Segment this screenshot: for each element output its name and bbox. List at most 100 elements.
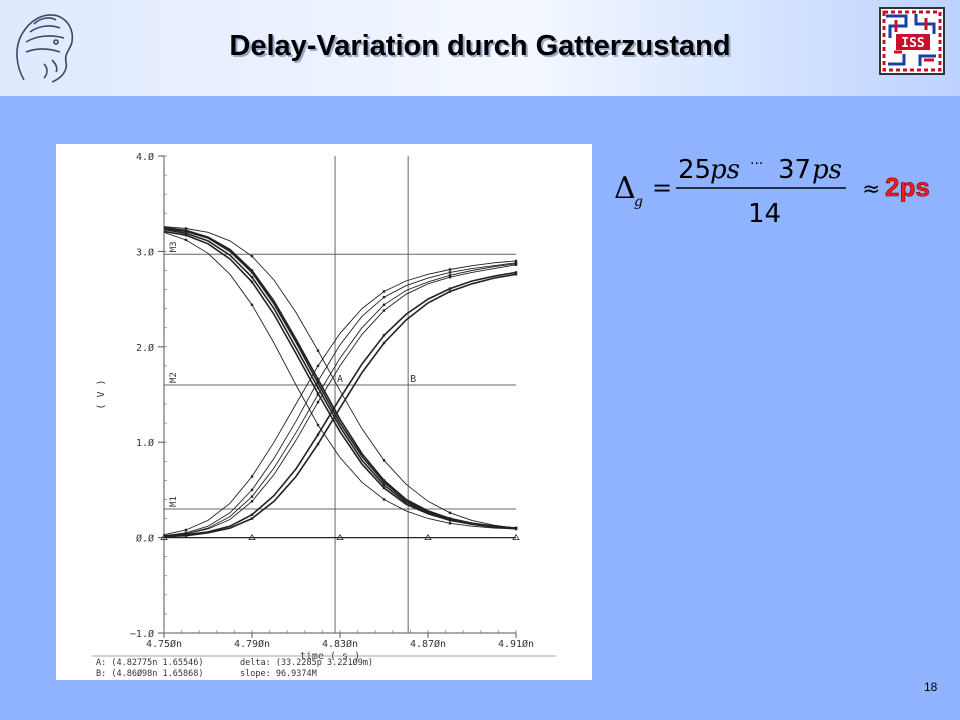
falling-trace-6-point <box>514 526 518 530</box>
waveform-plot: 4.Ø 3.Ø 2.Ø 1.Ø Ø.Ø −1.Ø 4.75Øn 4.79Øn 4.83Øn 4.8… <box>56 144 592 680</box>
rising-trace-6-point <box>514 259 518 263</box>
x-tick-label: 4.83Øn <box>322 638 358 650</box>
readout-slope: slope: 96.9374M <box>240 669 317 679</box>
rising-trace-3-point <box>448 275 452 279</box>
falling-trace-6-point <box>382 459 386 462</box>
y-tick-label: 3.Ø <box>136 246 154 258</box>
rising-trace-6 <box>163 260 517 536</box>
flat-trace-point <box>160 533 168 540</box>
falling-trace-5-point <box>382 498 386 501</box>
falling-trace-6-point <box>316 349 320 352</box>
rising-trace-4-point <box>382 334 386 337</box>
falling-trace-2-point <box>184 232 188 235</box>
falling-trace-3-point <box>184 233 188 237</box>
iss-logo: ISS <box>879 7 945 75</box>
rising-trace-2-point <box>448 274 452 277</box>
rising-trace-1-point <box>382 295 386 299</box>
rising-trace-5-point <box>184 534 188 537</box>
waveform-plot-svg: 4.Ø 3.Ø 2.Ø 1.Ø Ø.Ø −1.Ø4.75Øn 4.79Øn 4.83Øn 4.8… <box>92 151 556 679</box>
cursor-label-a: A <box>337 374 343 385</box>
title-band <box>0 0 960 96</box>
falling-trace-3-point <box>448 519 452 522</box>
y-tick-label: 1.Ø <box>136 437 154 449</box>
rising-trace-5-point <box>448 290 452 293</box>
rising-trace-4-point <box>316 433 320 436</box>
y-tick-label: 2.Ø <box>136 342 154 354</box>
rising-trace-2-point <box>250 495 254 498</box>
rising-trace-3 <box>163 264 517 537</box>
x-axis-label: time ( s ) <box>300 651 360 662</box>
rising-trace-1 <box>163 262 517 537</box>
rising-trace-2-point <box>382 303 386 307</box>
y-tick-label: Ø.Ø <box>136 533 154 545</box>
falling-trace-4-point <box>448 517 452 520</box>
rising-trace-6-point <box>448 268 452 271</box>
falling-trace-1-point <box>250 269 254 272</box>
falling-trace-5-point <box>184 238 188 242</box>
page-number: 18 <box>924 680 938 694</box>
rising-trace-1-point <box>448 271 452 274</box>
formula-result: 2ps <box>885 172 930 202</box>
cursor-label-b: B <box>410 374 416 385</box>
x-tick-label: 4.79Øn <box>234 638 270 650</box>
rising-trace-6-point <box>382 290 386 293</box>
marker-label-m3: M3 <box>169 241 179 252</box>
rising-trace-6-point <box>184 528 188 532</box>
falling-trace-1-point <box>382 479 386 482</box>
rising-trace-4-point <box>514 271 518 274</box>
falling-trace-5-point <box>250 303 254 307</box>
marker-label-m1: M1 <box>169 496 179 507</box>
readout-a: A: (4.82775n 1.65546) <box>96 658 203 668</box>
rising-trace-5-point <box>514 273 518 276</box>
iss-logo-text: ISS <box>901 36 925 51</box>
rising-trace-5-point <box>382 341 386 345</box>
x-tick-label: 4.91Øn <box>498 638 534 650</box>
rising-trace-5 <box>163 273 517 538</box>
formula-unit-left: ps <box>710 155 740 185</box>
delay-formula: Δ g = 25 ps ··· 37 ps 14 ≈ 2ps <box>614 155 930 229</box>
rising-trace-6-point <box>250 475 254 478</box>
falling-trace-2-point <box>250 275 254 279</box>
rising-trace-3-point <box>250 500 254 503</box>
readout-delta: delta: (33.2285p 3.221Ø9m) <box>240 657 373 668</box>
flat-trace-point <box>336 533 344 540</box>
flat-trace-point <box>424 533 432 540</box>
falling-trace-4-point <box>382 481 386 484</box>
flat-trace-point <box>248 533 256 540</box>
falling-trace-4-point <box>316 381 320 385</box>
rising-trace-4-point <box>250 513 254 516</box>
falling-trace-6-point <box>448 511 452 514</box>
formula-numerator-left: 25 <box>678 155 711 185</box>
formula-delta-symbol: Δ <box>614 171 636 206</box>
falling-trace-4-point <box>184 230 188 233</box>
x-tick-label: 4.87Øn <box>410 638 446 650</box>
falling-trace-6 <box>163 226 517 529</box>
falling-trace-3 <box>163 230 517 529</box>
falling-trace-4-point <box>250 271 254 274</box>
falling-trace-6-point <box>184 227 188 230</box>
formula-equals: = <box>652 174 672 202</box>
falling-trace-1-point <box>316 378 320 381</box>
falling-trace-3-point <box>382 486 386 490</box>
falling-trace-2-point <box>382 483 386 487</box>
readout-b: B: (4.86Ø98n 1.65868) <box>96 668 203 679</box>
slide-title: Delay-Variation durch Gatterzustand <box>229 30 731 62</box>
rising-trace-3-point <box>514 263 518 266</box>
rising-trace-2-point <box>316 393 320 396</box>
y-tick-label: −1.Ø <box>130 628 154 640</box>
x-tick-label: 4.75Øn <box>146 638 182 650</box>
falling-trace-5 <box>163 231 517 530</box>
marker-label-m2: M2 <box>169 372 179 383</box>
rising-trace-2 <box>163 263 517 537</box>
formula-dots: ··· <box>750 156 763 172</box>
formula-denominator: 14 <box>748 199 781 229</box>
falling-trace-2-point <box>316 386 320 390</box>
rising-trace-3-point <box>382 309 386 312</box>
falling-trace-6-point <box>250 254 254 258</box>
formula-subscript: g <box>634 194 643 210</box>
y-tick-label: 4.Ø <box>136 151 154 163</box>
university-seal-logo <box>16 14 74 83</box>
y-axis-label: ( V ) <box>96 379 107 409</box>
formula-numerator-right: 37 <box>778 155 811 185</box>
falling-trace-4 <box>163 227 517 529</box>
